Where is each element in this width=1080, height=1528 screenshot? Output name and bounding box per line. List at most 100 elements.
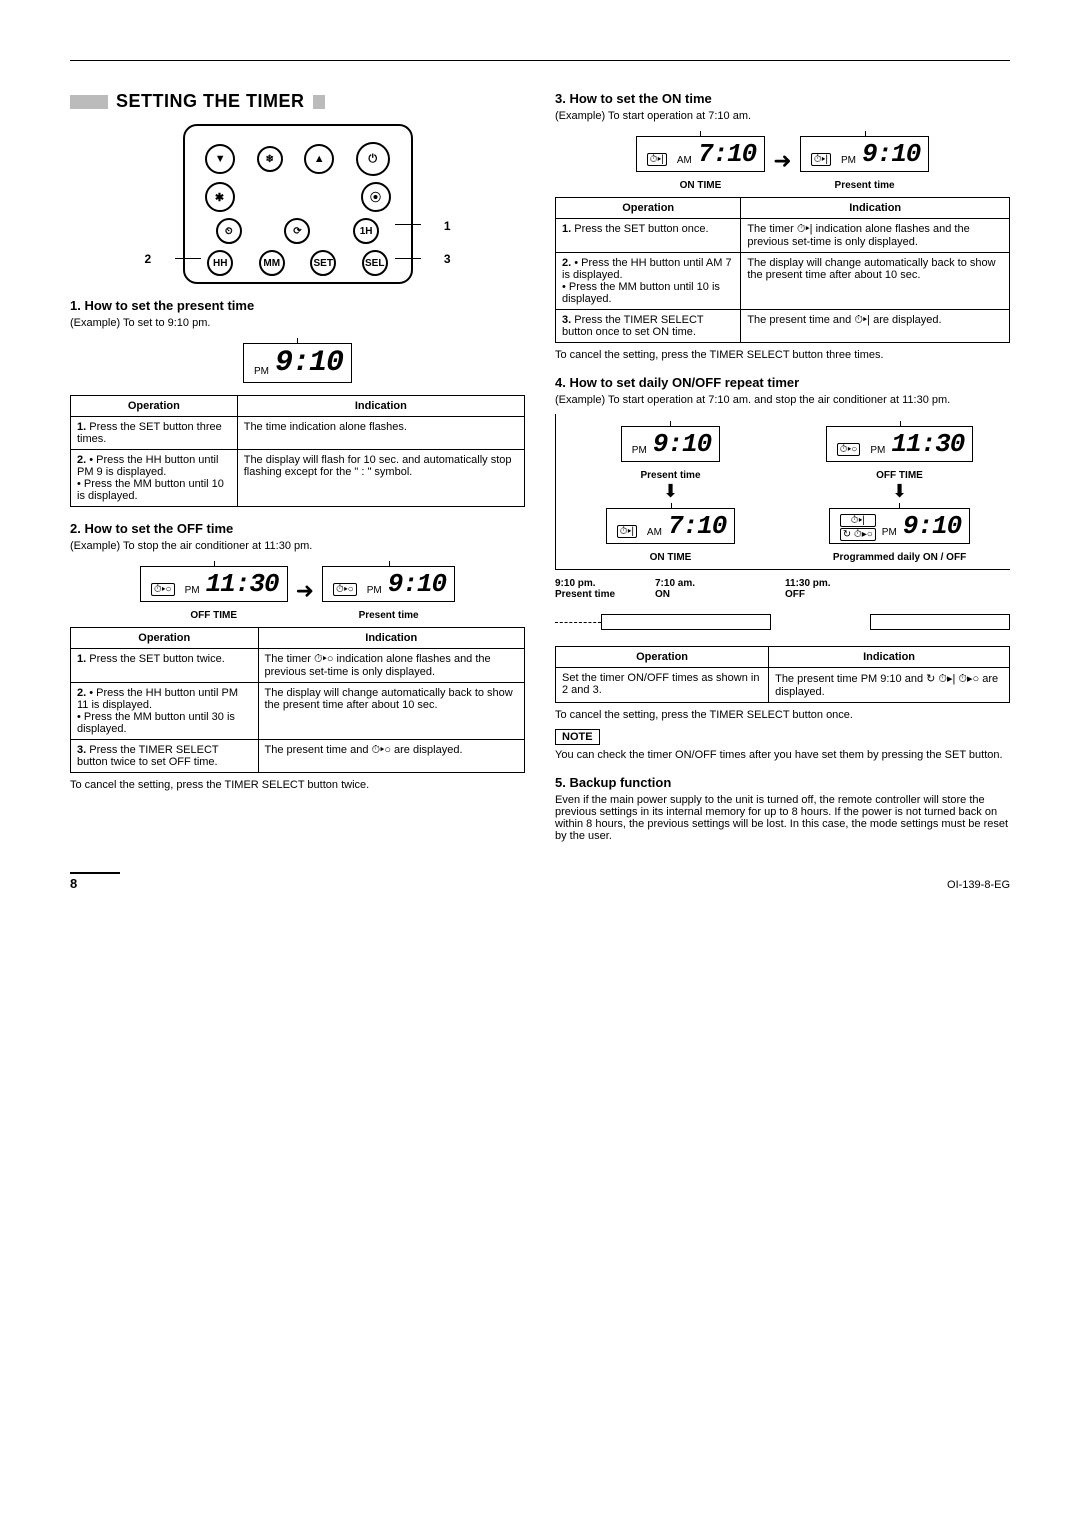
s2-lcd-right: ⏱▸○ PM 9:10: [322, 566, 455, 602]
s1-lcd-ampm: PM: [254, 366, 269, 377]
ampm: PM: [882, 527, 897, 538]
ampm: PM: [632, 445, 647, 456]
remote-btn-up: ▲: [304, 144, 334, 174]
row-op: Press the SET button twice.: [89, 653, 225, 665]
remote-btn-mode: ✱: [205, 182, 235, 212]
lcd-caption: OFF TIME: [795, 470, 1004, 481]
callout-3: 3: [444, 252, 451, 266]
timer-off-icon: ⏱▸○: [837, 443, 861, 456]
s4-title: 4. How to set daily ON/OFF repeat timer: [555, 375, 1010, 390]
lead-1: [395, 224, 421, 225]
table-row: 2. • Press the HH button until AM 7 is d…: [556, 253, 1010, 310]
tl-l1b: Present time: [555, 589, 615, 600]
s3-lcd-left: ⏱▸| AM 7:10: [636, 136, 766, 172]
row-num: 2.: [562, 257, 571, 269]
tl-l2: 7:10 am.: [655, 578, 695, 589]
row-num: 3.: [562, 314, 571, 326]
lcd-time: 11:30: [206, 569, 279, 599]
remote-btn-power: ⏻: [356, 142, 390, 176]
top-rule: [70, 60, 1010, 61]
lcd-caption: ON TIME: [636, 180, 766, 191]
remote-btn-down: ▼: [205, 144, 235, 174]
th-op: Operation: [556, 198, 741, 219]
lcd-caption: Present time: [800, 180, 930, 191]
table-row: 3. Press the TIMER SELECT button once to…: [556, 310, 1010, 343]
footer-rule: [70, 872, 120, 874]
s1-table: OperationIndication 1. Press the SET but…: [70, 395, 525, 507]
lcd-caption: OFF TIME: [140, 610, 288, 621]
table-row: Set the timer ON/OFF times as shown in 2…: [556, 668, 1010, 703]
lcd-caption: Programmed daily ON / OFF: [795, 552, 1004, 563]
th-op: Operation: [556, 647, 769, 668]
lcd-time: 7:10: [668, 511, 726, 541]
ampm: PM: [185, 585, 200, 596]
row-num: 1.: [562, 223, 571, 235]
s3-cancel: To cancel the setting, press the TIMER S…: [555, 349, 1010, 361]
s2-lcd-row: ⏱▸○ PM 11:30 OFF TIME ➜ ⏱▸○ PM 9:10 Pres…: [70, 560, 525, 621]
remote-btn-swing: ⟳: [284, 218, 310, 244]
ampm: AM: [677, 155, 692, 166]
remote-btn-fan: ⦿: [361, 182, 391, 212]
remote-btn-1h: 1H: [353, 218, 379, 244]
tl-l3b: OFF: [785, 589, 805, 600]
s5-body: Even if the main power supply to the uni…: [555, 794, 1010, 842]
s1-lcd: PM 9:10: [243, 343, 352, 383]
s3-example: (Example) To start operation at 7:10 am.: [555, 110, 1010, 122]
lcd-time: 9:10: [653, 429, 711, 459]
arrow-icon: ➜: [296, 578, 314, 604]
th-ind: Indication: [258, 628, 525, 649]
row-ind: The time indication alone flashes.: [237, 417, 524, 450]
row-op: • Press the HH button until AM 7 is disp…: [562, 257, 732, 305]
s4-table: OperationIndication Set the timer ON/OFF…: [555, 646, 1010, 703]
repeat-icon: ↻ ⏱▸○: [840, 528, 876, 541]
ampm: PM: [870, 445, 885, 456]
table-row: 2. • Press the HH button until PM 11 is …: [71, 683, 525, 740]
page-number: 8: [70, 876, 77, 891]
row-op: Press the SET button three times.: [77, 421, 222, 445]
row-ind: The timer ⏱▸| indication alone flashes a…: [741, 219, 1010, 253]
lcd-time: 11:30: [891, 429, 964, 459]
timer-off-icon: ⏱▸○: [333, 583, 357, 596]
s4-lcd-off: ⏱▸○ PM 11:30: [826, 426, 974, 462]
row-op: • Press the HH button until PM 9 is disp…: [77, 454, 224, 502]
tl-l1: 9:10 pm.: [555, 578, 596, 589]
lcd-time: 9:10: [388, 569, 446, 599]
tl-l3: 11:30 pm.: [785, 578, 831, 589]
table-row: 1. Press the SET button once.The timer ⏱…: [556, 219, 1010, 253]
s2-table: OperationIndication 1. Press the SET but…: [70, 627, 525, 773]
timer-off-icon: ⏱▸○: [151, 583, 175, 596]
s4-timeline: [555, 606, 1010, 640]
timer-on-icon: ⏱▸|: [811, 153, 831, 166]
s3-table: OperationIndication 1. Press the SET but…: [555, 197, 1010, 343]
row-ind: The present time and ⏱▸○ are displayed.: [258, 740, 525, 773]
ampm: AM: [647, 527, 662, 538]
timer-on-icon: ⏱▸|: [617, 525, 637, 538]
remote-btn-mm: MM: [259, 250, 285, 276]
ampm: PM: [367, 585, 382, 596]
table-row: 3. Press the TIMER SELECT button twice t…: [71, 740, 525, 773]
row-ind: The present time and ⏱▸| are displayed.: [741, 310, 1010, 343]
right-column: 3. How to set the ON time (Example) To s…: [555, 91, 1010, 842]
row-op: • Press the HH button until PM 11 is dis…: [77, 687, 238, 735]
s1-example: (Example) To set to 9:10 pm.: [70, 317, 525, 329]
lcd-time: 9:10: [903, 511, 961, 541]
doc-code: OI-139-8-EG: [947, 879, 1010, 891]
s1-th-ind: Indication: [237, 396, 524, 417]
lead-3: [395, 258, 421, 259]
table-row: 1. Press the SET button three times. The…: [71, 417, 525, 450]
row-ind: The timer ⏱▸○ indication alone flashes a…: [258, 649, 525, 683]
lcd-caption: Present time: [566, 470, 775, 481]
tl-l2b: ON: [655, 589, 670, 600]
row-num: 2.: [77, 687, 86, 699]
lead-2: [175, 258, 201, 259]
row-ind: The display will flash for 10 sec. and a…: [237, 450, 524, 507]
row-num: 3.: [77, 744, 86, 756]
s1-title: 1. How to set the present time: [70, 298, 525, 313]
s4-note: You can check the timer ON/OFF times aft…: [555, 749, 1010, 761]
arrow-down-icon: ⬇: [566, 481, 775, 502]
s4-lcd-prog: ⏱▸| ↻ ⏱▸○ PM9:10: [829, 508, 970, 544]
th-ind: Indication: [741, 198, 1010, 219]
lcd-time: 7:10: [698, 139, 756, 169]
row-num: 1.: [77, 421, 86, 433]
s3-lcd-row: ⏱▸| AM 7:10 ON TIME ➜ ⏱▸| PM 9:10 Presen…: [555, 130, 1010, 191]
